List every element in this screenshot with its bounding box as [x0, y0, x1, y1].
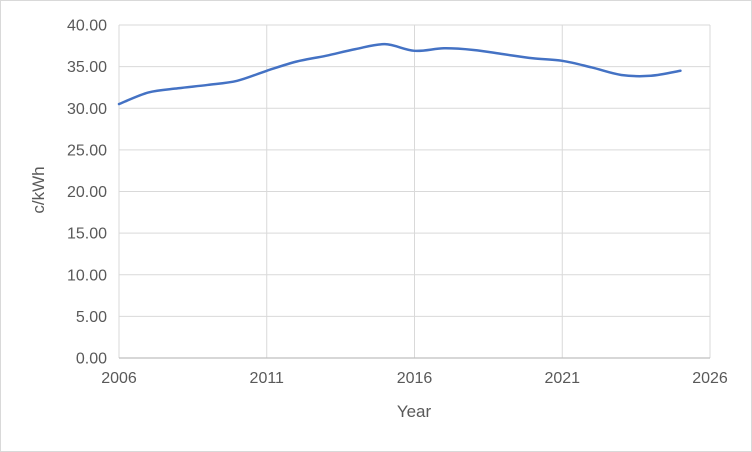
- x-tick-label-2021: 2021: [544, 370, 580, 387]
- y-tick-label-5.00: 5.00: [76, 309, 107, 326]
- x-tick-label-2016: 2016: [397, 370, 433, 387]
- vertical-gridlines: [118, 25, 711, 358]
- x-tick-label-2006: 2006: [101, 370, 137, 387]
- y-tick-label-20.00: 20.00: [67, 184, 107, 201]
- y-tick-label-10.00: 10.00: [67, 267, 107, 284]
- y-tick-label-35.00: 35.00: [67, 59, 107, 76]
- x-axis-title: Year: [397, 402, 432, 421]
- x-tick-label-2026: 2026: [692, 370, 728, 387]
- y-tick-label-15.00: 15.00: [67, 226, 107, 243]
- y-tick-label-25.00: 25.00: [67, 142, 107, 159]
- y-tick-label-40.00: 40.00: [67, 18, 107, 35]
- x-axis-tick-labels: 2006 2011 2016 2021 2026: [101, 370, 728, 387]
- y-tick-label-0.00: 0.00: [76, 351, 107, 368]
- series-line: [117, 42, 682, 106]
- x-tick-label-2011: 2011: [250, 370, 285, 387]
- y-axis-tick-labels: 0.00 5.00 10.00 15.00 20.00 25.00 30.00 35.00 40…: [67, 18, 107, 368]
- y-tick-label-30.00: 30.00: [67, 101, 107, 118]
- y-axis-title: c/kWh: [29, 166, 48, 213]
